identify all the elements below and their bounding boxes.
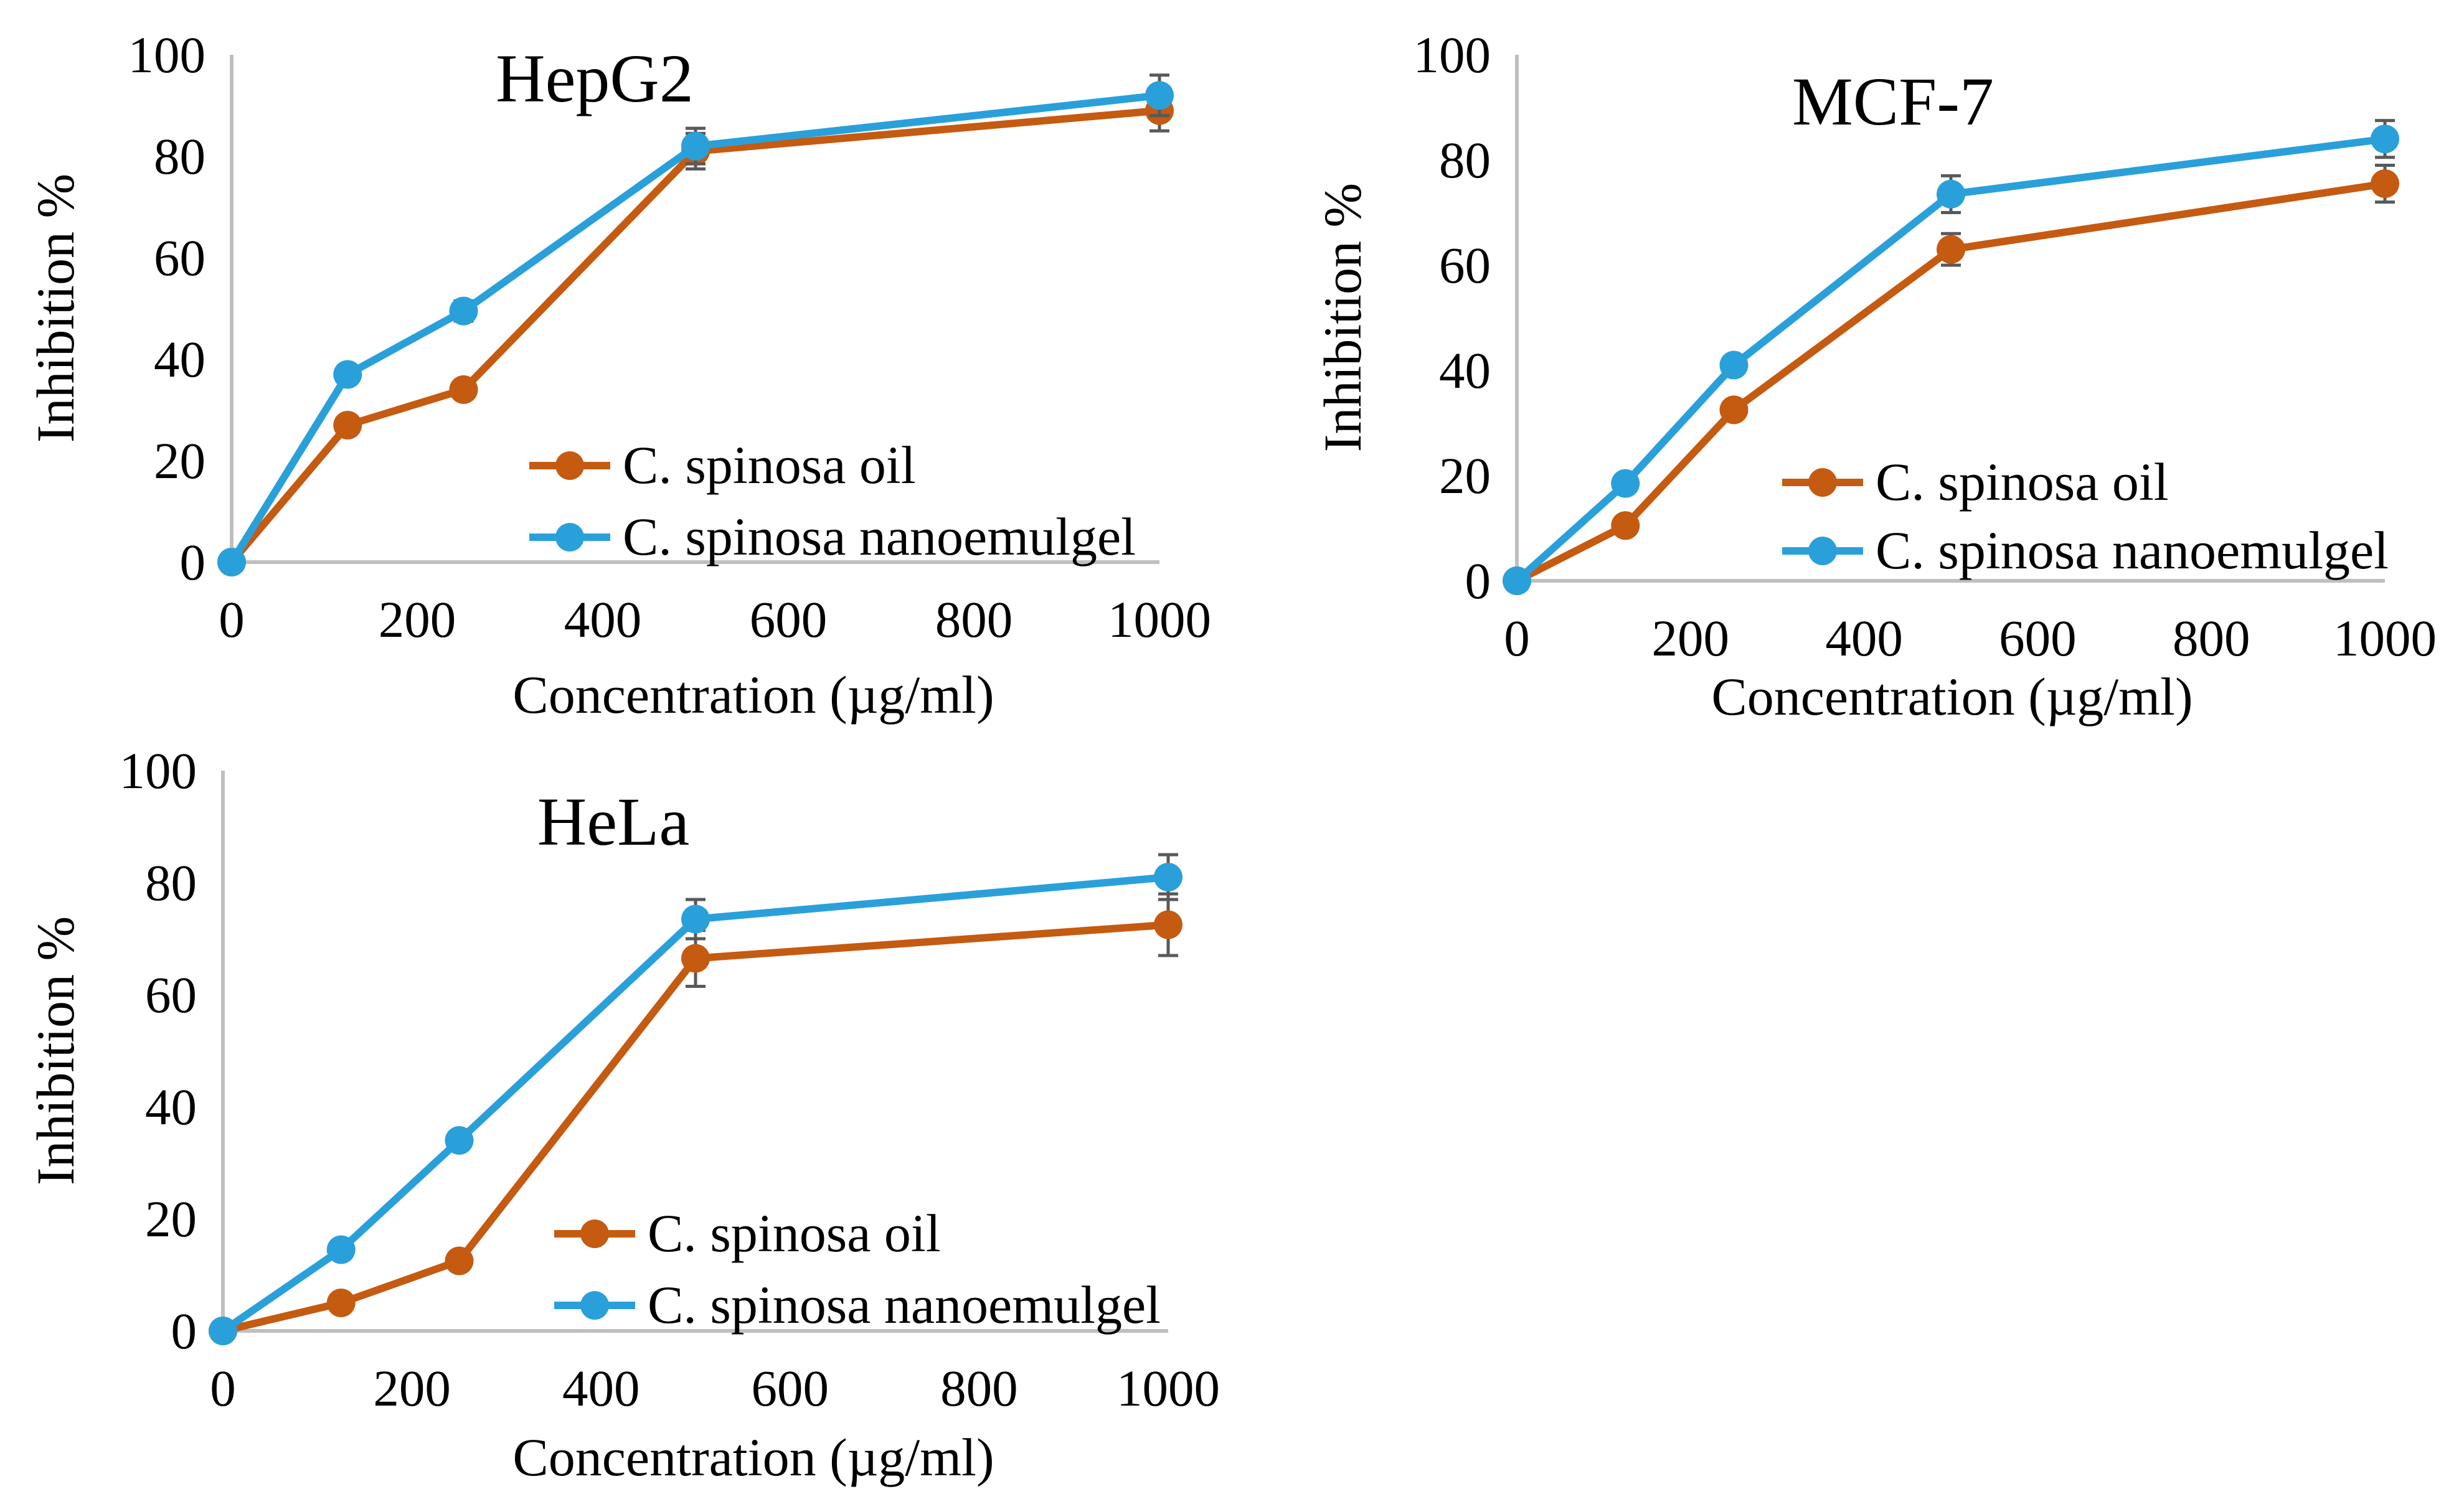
data-point — [333, 410, 362, 439]
legend-item: C. spinosa oil — [554, 1203, 941, 1263]
legend-item: C. spinosa oil — [529, 435, 916, 495]
legend-label: C. spinosa nanoemulgel — [648, 1275, 1161, 1335]
legend-label: C. spinosa oil — [648, 1203, 941, 1263]
x-tick-label: 200 — [379, 591, 456, 648]
data-point — [1937, 179, 1965, 209]
legend-marker — [1808, 537, 1837, 565]
x-tick-label: 600 — [752, 1360, 829, 1417]
legend-marker — [580, 1219, 609, 1248]
y-tick-label: 20 — [154, 432, 205, 489]
legend-marker — [580, 1291, 609, 1320]
y-tick-label: 100 — [128, 26, 206, 83]
y-tick-label: 0 — [1465, 552, 1491, 609]
y-tick-label: 0 — [171, 1302, 197, 1360]
x-tick-label: 800 — [935, 591, 1013, 648]
data-point — [445, 1126, 474, 1155]
legend-label: C. spinosa oil — [623, 435, 916, 495]
x-tick-label: 800 — [940, 1360, 1018, 1417]
data-point — [333, 360, 362, 389]
data-point — [1937, 235, 1965, 264]
data-point — [681, 904, 710, 934]
x-tick-label: 400 — [564, 591, 642, 648]
data-point — [449, 296, 478, 326]
x-tick-label: 400 — [1825, 609, 1903, 667]
y-tick-label: 80 — [154, 128, 205, 185]
x-tick-label: 400 — [562, 1360, 640, 1417]
x-tick-label: 1000 — [1116, 1360, 1220, 1417]
series-nanoemulgel — [217, 73, 1174, 576]
legend-marker — [555, 451, 584, 480]
y-tick-label: 80 — [145, 854, 197, 911]
series-nanoemulgel — [209, 853, 1182, 1345]
legend-label: C. spinosa oil — [1876, 452, 2169, 512]
legend-label: C. spinosa nanoemulgel — [623, 507, 1136, 566]
x-axis-title: Concentration (µg/ml) — [1711, 667, 2193, 726]
y-axis-title: Inhibition % — [1313, 183, 1372, 452]
y-tick-label: 80 — [1439, 131, 1491, 189]
y-tick-label: 40 — [145, 1078, 197, 1135]
y-tick-label: 40 — [1439, 342, 1491, 399]
x-tick-label: 1000 — [2333, 609, 2437, 667]
data-point — [1719, 350, 1749, 380]
x-tick-label: 0 — [1504, 609, 1530, 667]
legend-marker — [1808, 468, 1837, 497]
y-tick-label: 0 — [180, 533, 206, 591]
data-point — [1145, 81, 1174, 110]
y-tick-label: 60 — [154, 229, 205, 286]
data-point — [445, 1246, 474, 1276]
chart-title: HepG2 — [496, 40, 694, 116]
series-oil — [1503, 163, 2399, 595]
legend-item: C. spinosa nanoemulgel — [554, 1275, 1161, 1335]
x-tick-label: 1000 — [1108, 591, 1211, 648]
data-point — [2371, 125, 2399, 154]
data-point — [1154, 910, 1182, 939]
x-tick-label: 0 — [219, 591, 245, 648]
data-point — [1503, 566, 1531, 595]
x-axis-title: Concentration (µg/ml) — [512, 1427, 994, 1487]
x-tick-label: 800 — [2173, 609, 2250, 667]
data-point — [209, 1317, 237, 1345]
legend-item: C. spinosa oil — [1782, 452, 2169, 512]
data-point — [1719, 395, 1749, 425]
y-tick-label: 20 — [145, 1190, 197, 1247]
data-point — [326, 1235, 356, 1264]
y-axis-title: Inhibition % — [26, 174, 85, 443]
x-tick-label: 600 — [1999, 609, 2077, 667]
data-point — [681, 944, 710, 973]
data-point — [681, 131, 710, 161]
data-point — [1611, 511, 1640, 540]
data-point — [326, 1289, 356, 1317]
x-tick-label: 200 — [373, 1360, 451, 1417]
x-tick-label: 200 — [1652, 609, 1730, 667]
legend-marker — [555, 523, 584, 552]
y-tick-label: 100 — [120, 742, 197, 799]
legend-item: C. spinosa nanoemulgel — [1782, 520, 2389, 580]
y-tick-label: 60 — [145, 966, 197, 1023]
x-tick-label: 600 — [750, 591, 828, 648]
y-tick-label: 20 — [1439, 447, 1491, 504]
data-point — [449, 375, 478, 404]
data-point — [217, 548, 246, 576]
y-tick-label: 60 — [1439, 237, 1491, 294]
chart-title: HeLa — [537, 784, 689, 860]
legend-item: C. spinosa nanoemulgel — [529, 507, 1136, 566]
data-point — [1611, 469, 1640, 498]
series-nanoemulgel — [1503, 119, 2399, 595]
y-axis-title: Inhibition % — [26, 916, 85, 1185]
chart-title: MCF-7 — [1792, 63, 1994, 139]
data-point — [2371, 169, 2399, 199]
y-tick-label: 40 — [154, 331, 205, 388]
x-tick-label: 0 — [210, 1360, 236, 1417]
legend-label: C. spinosa nanoemulgel — [1876, 520, 2389, 580]
data-point — [1154, 863, 1182, 891]
x-axis-title: Concentration (µg/ml) — [512, 665, 994, 725]
y-tick-label: 100 — [1414, 26, 1491, 83]
